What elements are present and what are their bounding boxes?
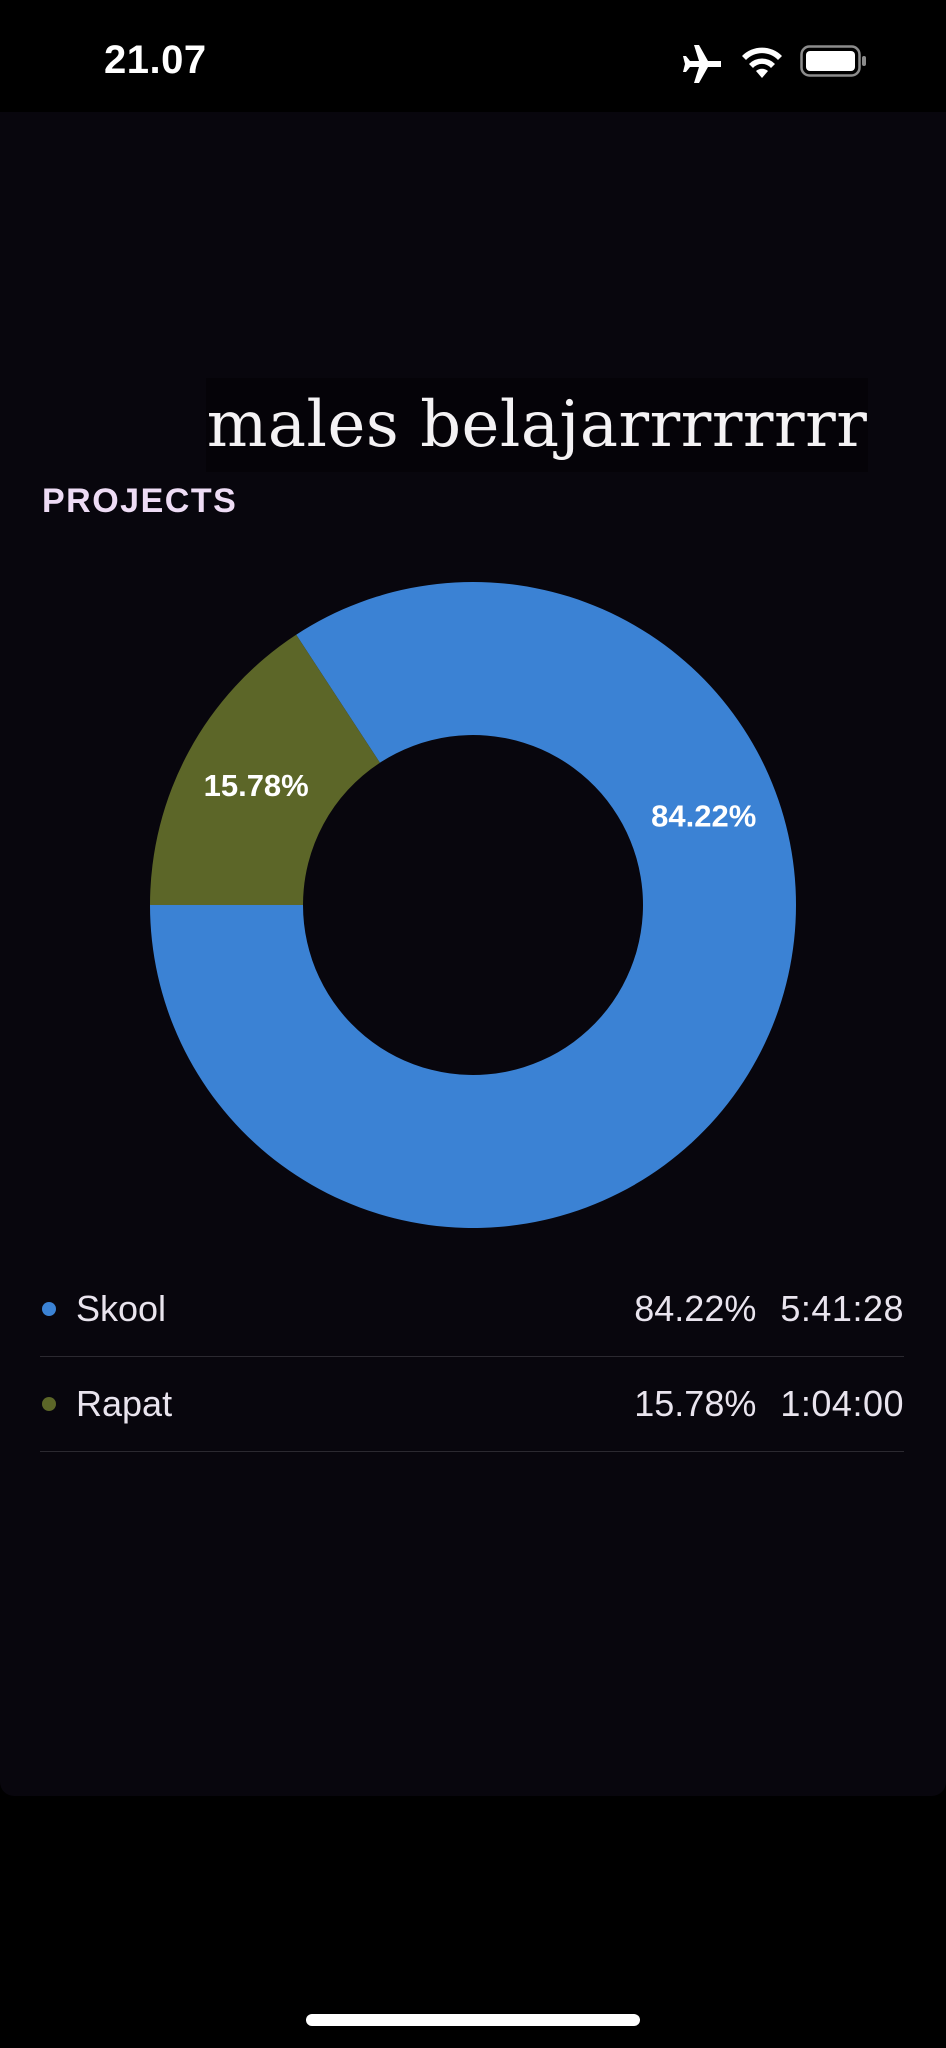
legend-dot: [42, 1397, 56, 1411]
legend-percent: 84.22%: [634, 1288, 757, 1329]
legend-list: Skool 84.22% 5:41:28 Rapat 15.78% 1:04:0…: [40, 1262, 904, 1452]
airplane-icon: [683, 45, 721, 83]
status-icons: [682, 44, 882, 84]
slice-label-rapat: 15.78%: [204, 768, 309, 803]
battery-icon: [800, 45, 866, 77]
legend-project-name: Skool: [76, 1288, 167, 1329]
legend-project-name: Rapat: [76, 1383, 173, 1424]
slice-label-skool: 84.22%: [651, 798, 756, 833]
legend-dot: [42, 1302, 56, 1316]
projects-donut-chart: 84.22% 15.78%: [150, 582, 797, 1228]
status-bar: 21.07: [0, 0, 946, 112]
donut-slice-skool: [150, 582, 797, 1228]
wifi-icon: [742, 47, 782, 78]
section-title: PROJECTS: [42, 482, 238, 520]
legend-duration: 1:04:00: [780, 1383, 904, 1424]
status-time: 21.07: [104, 38, 207, 82]
donut-slice-rapat: [150, 634, 380, 905]
legend-row-rapat[interactable]: Rapat 15.78% 1:04:00: [40, 1357, 904, 1452]
home-indicator[interactable]: [306, 2014, 640, 2026]
legend-duration: 5:41:28: [780, 1288, 904, 1329]
legend-percent: 15.78%: [634, 1383, 757, 1424]
legend-row-skool[interactable]: Skool 84.22% 5:41:28: [40, 1262, 904, 1357]
caption-overlay: males belajarrrrrrrr: [206, 378, 868, 472]
